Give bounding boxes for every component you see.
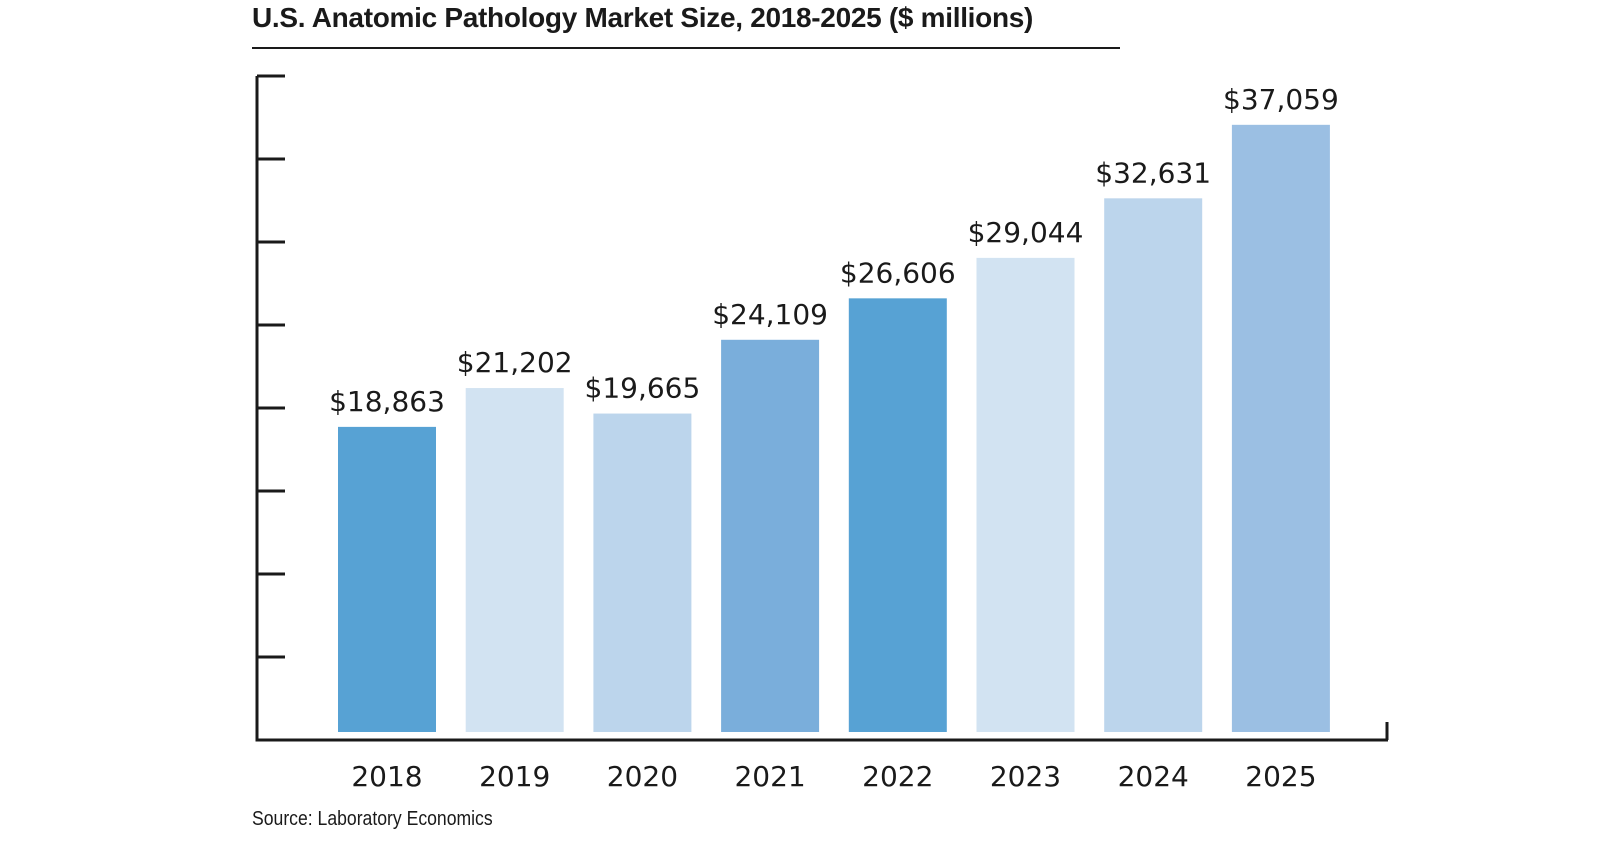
y-axis-ticks: [257, 74, 285, 659]
bar-2024: [1104, 198, 1203, 733]
bar-2025: [1231, 124, 1330, 732]
x-tick-label: 2018: [351, 760, 422, 793]
x-tick-label: 2023: [990, 760, 1061, 793]
bar-2021: [721, 339, 820, 732]
x-tick-label: 2019: [479, 760, 550, 793]
data-label: $26,606: [840, 256, 956, 289]
x-axis-tick-labels: 2018 2019 2020 2021 2022 2023 2024 2025: [351, 760, 1316, 793]
data-label: $29,044: [968, 216, 1084, 249]
bar-series: [338, 124, 1330, 733]
bar-2018: [338, 426, 436, 732]
data-labels: $18,863 $21,202 $19,665 $24,109 $26,606 $29,0…: [329, 83, 1339, 418]
data-label: $18,863: [329, 385, 445, 418]
chart-title: U.S. Anatomic Pathology Market Size, 201…: [252, 2, 1034, 33]
x-tick-label: 2022: [862, 760, 933, 793]
data-label: $24,109: [712, 298, 828, 331]
source-note: Source: Laboratory Economics: [252, 808, 493, 830]
bar-2019: [465, 388, 564, 732]
data-label: $21,202: [457, 346, 573, 379]
bar-2020: [593, 413, 692, 732]
x-tick-label: 2024: [1118, 760, 1189, 793]
title-underline: [252, 47, 1120, 49]
bar-2023: [976, 257, 1075, 732]
data-label: $37,059: [1223, 83, 1339, 116]
bar-2022: [848, 298, 947, 732]
x-tick-label: 2021: [734, 760, 805, 793]
x-tick-label: 2020: [607, 760, 678, 793]
x-tick-label: 2025: [1245, 760, 1316, 793]
data-label: $32,631: [1095, 156, 1211, 189]
data-label: $19,665: [585, 372, 701, 405]
